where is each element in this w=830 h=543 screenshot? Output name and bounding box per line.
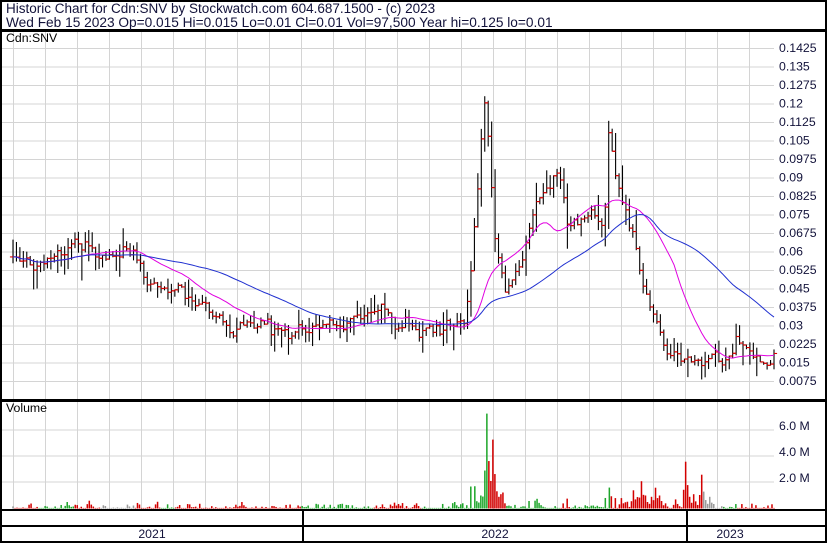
- svg-text:0.1275: 0.1275: [779, 78, 817, 92]
- svg-text:4.0 M: 4.0 M: [779, 445, 810, 459]
- svg-text:0.0375: 0.0375: [779, 300, 817, 314]
- svg-text:Wed Feb 15 2023 Op=0.015 Hi=: Wed Feb 15 2023 Op=0.015 Hi=0.015 Lo=0.0…: [6, 15, 553, 30]
- svg-text:Volume: Volume: [6, 401, 47, 415]
- svg-text:Historic Chart for Cdn:SNV by: Historic Chart for Cdn:SNV by Stockwatch…: [6, 1, 435, 16]
- svg-text:2021: 2021: [138, 527, 166, 541]
- svg-text:0.075: 0.075: [779, 208, 810, 222]
- svg-text:0.135: 0.135: [779, 60, 810, 74]
- svg-text:0.09: 0.09: [779, 171, 803, 185]
- svg-text:Cdn:SNV: Cdn:SNV: [6, 31, 58, 45]
- svg-text:2022: 2022: [481, 527, 509, 541]
- svg-text:2.0 M: 2.0 M: [779, 471, 810, 485]
- svg-text:0.0675: 0.0675: [779, 226, 817, 240]
- svg-text:0.06: 0.06: [779, 245, 803, 259]
- svg-text:0.0525: 0.0525: [779, 263, 817, 277]
- svg-text:0.0975: 0.0975: [779, 152, 817, 166]
- svg-text:0.12: 0.12: [779, 97, 803, 111]
- svg-text:0.045: 0.045: [779, 282, 810, 296]
- svg-text:6.0 M: 6.0 M: [779, 419, 810, 433]
- svg-text:2023: 2023: [716, 527, 744, 541]
- svg-text:0.0075: 0.0075: [779, 374, 817, 388]
- svg-text:0.03: 0.03: [779, 319, 803, 333]
- svg-text:0.0225: 0.0225: [779, 337, 817, 351]
- svg-text:0.015: 0.015: [779, 356, 810, 370]
- svg-text:0.0825: 0.0825: [779, 189, 817, 203]
- svg-text:0.105: 0.105: [779, 134, 810, 148]
- svg-text:0.1125: 0.1125: [779, 115, 816, 129]
- svg-text:0.1425: 0.1425: [779, 41, 817, 55]
